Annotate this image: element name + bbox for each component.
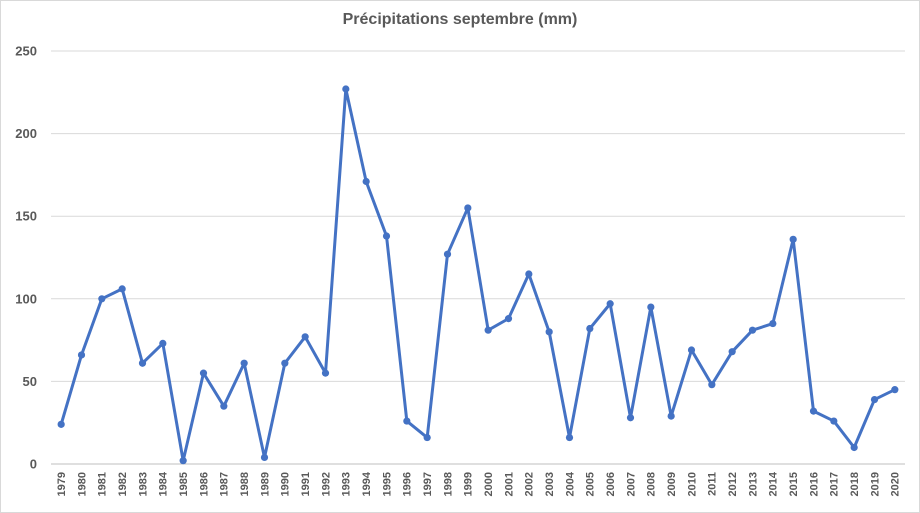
data-point: [606, 300, 614, 308]
y-tick-label: 250: [15, 44, 37, 59]
data-point: [789, 235, 797, 243]
data-point: [565, 433, 574, 442]
y-tick-label: 200: [15, 126, 37, 141]
x-tick-label: 2005: [585, 472, 597, 496]
x-tick-label: 1992: [320, 472, 332, 496]
x-tick-label: 2014: [768, 471, 780, 496]
x-tick-label: 1997: [422, 472, 434, 496]
x-tick-label: 2016: [808, 472, 820, 496]
x-tick-label: 1981: [97, 472, 109, 496]
x-tick-label: 2001: [503, 472, 515, 496]
data-point: [464, 204, 472, 212]
data-point: [525, 270, 533, 278]
data-point: [484, 326, 492, 334]
x-tick-label: 1999: [463, 472, 475, 496]
x-tick-label: 2006: [605, 472, 617, 496]
data-point: [667, 412, 675, 420]
x-tick-label: 1988: [239, 472, 251, 496]
x-tick-label: 1979: [56, 472, 68, 496]
x-tick-label: 1991: [300, 472, 312, 496]
x-tick-label: 2000: [483, 472, 495, 496]
x-tick-label: 1995: [381, 472, 393, 496]
data-point: [728, 348, 736, 356]
x-tick-label: 2017: [829, 472, 841, 496]
series-line: [59, 87, 897, 463]
data-point: [98, 295, 106, 303]
x-tick-label: 1987: [219, 472, 231, 496]
data-point: [57, 420, 65, 428]
x-tick-label: 1985: [178, 472, 190, 496]
data-point: [830, 417, 838, 425]
data-point: [748, 326, 757, 334]
data-point: [159, 339, 167, 348]
x-tick-label: 2004: [564, 471, 576, 496]
data-point: [647, 303, 655, 311]
x-tick-label: 1990: [280, 472, 292, 496]
x-tick-label: 2019: [869, 472, 881, 496]
y-tick-label: 50: [23, 374, 37, 389]
data-point: [708, 381, 716, 389]
x-tick-label: 1986: [198, 472, 210, 496]
data-point: [769, 319, 777, 328]
x-tick-label: 2015: [788, 472, 800, 496]
data-point: [220, 402, 228, 410]
x-tick-label: 2009: [666, 472, 678, 496]
x-tick-label: 2020: [890, 472, 902, 496]
data-point: [626, 414, 635, 422]
data-point: [281, 359, 289, 367]
data-point: [504, 315, 513, 323]
x-tick-label: 1983: [137, 472, 149, 496]
data-point: [443, 250, 452, 258]
data-point: [809, 407, 818, 415]
data-point: [891, 386, 899, 394]
x-tick-label: 2012: [727, 472, 739, 496]
data-point: [199, 369, 208, 377]
x-tick-label: 2010: [686, 472, 698, 496]
y-tick-label: 150: [15, 209, 37, 224]
data-point: [362, 177, 370, 186]
data-point: [301, 333, 309, 341]
data-point: [545, 328, 553, 336]
data-point: [423, 433, 431, 442]
data-point: [138, 359, 147, 367]
x-tick-label: 1982: [117, 472, 129, 496]
x-tick-label: 2002: [524, 472, 536, 496]
data-point: [850, 443, 858, 452]
x-tick-label: 1984: [158, 471, 170, 496]
x-tick-label: 2018: [849, 472, 861, 496]
x-tick-label: 2007: [625, 472, 637, 496]
data-point: [403, 417, 411, 425]
x-tick-label: 2013: [747, 472, 759, 496]
x-tick-label: 1989: [259, 472, 271, 496]
chart-title: Précipitations septembre (mm): [342, 11, 578, 28]
data-point: [240, 359, 248, 367]
x-tick-label: 2003: [544, 472, 556, 496]
x-tick-label: 1993: [341, 472, 353, 496]
x-tick-label: 2011: [707, 472, 719, 496]
data-point: [687, 346, 696, 354]
data-point: [77, 351, 86, 359]
x-tick-label: 2008: [646, 472, 658, 496]
data-point: [586, 324, 594, 333]
y-tick-label: 100: [15, 291, 37, 306]
data-point: [260, 453, 269, 461]
data-point: [118, 285, 126, 293]
data-point: [321, 369, 330, 377]
y-tick-label: 0: [30, 457, 37, 472]
x-tick-label: 1994: [361, 471, 373, 496]
x-tick-label: 1998: [442, 472, 454, 496]
data-point: [342, 85, 350, 93]
x-tick-label: 1980: [76, 472, 88, 496]
data-point: [382, 232, 391, 240]
data-point: [870, 395, 879, 404]
data-point: [179, 457, 187, 465]
x-tick-label: 1996: [402, 472, 414, 496]
